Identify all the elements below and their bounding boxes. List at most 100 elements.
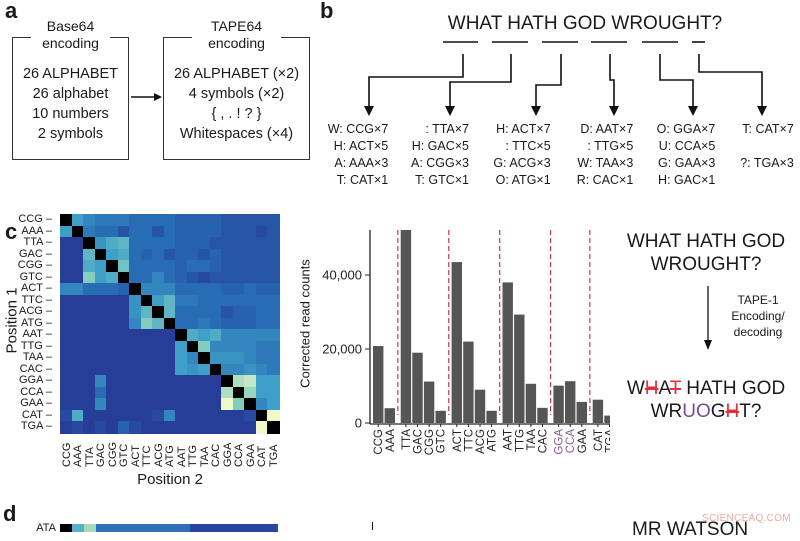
heatmap-cell [232,340,246,353]
heatmap-cell [83,409,96,423]
x-tick-label: GTC [436,429,448,453]
heatmap-cell [140,317,153,330]
decoded-text: T? [739,401,762,422]
heatmap-cell [129,340,142,353]
heatmap-cell [140,375,153,388]
heatmap-cell [198,409,211,423]
heatmap-cell [209,271,222,284]
heatmap-cell [71,386,84,400]
heatmap-cell [267,421,280,434]
heatmap-cell [209,375,222,388]
heatmap-row-label: GAA – [20,397,52,410]
heatmap-cell [60,329,73,342]
heatmap-cell [60,260,73,273]
heatmap-cell [209,409,222,423]
heatmap-cell [71,317,84,330]
heatmap-col-label: TTC [141,445,154,467]
heatmap-cell [255,340,269,353]
heatmap-cell [244,329,257,342]
heatmap-cell [186,317,199,330]
base64-line: 2 symbols [37,126,104,142]
heatmap-cell [83,317,96,330]
heatmap-cell [186,271,199,284]
heatmap-cell [221,260,234,273]
heatmap-row-label: CAC – [19,362,52,375]
heatmap-cell [94,260,107,273]
heatmap-cell [140,398,153,411]
heatmap-cell [60,271,73,284]
heatmap-cell [255,283,269,296]
heatmap-cell [221,398,234,411]
heatmap-cell [232,225,246,238]
heatmap-cell [140,294,153,307]
heatmap-cell [129,294,142,307]
panel-d-heatmap [60,524,278,532]
bar [474,389,486,423]
heatmap-cell [140,214,153,227]
base64-line: 26 ALPHABET [22,66,119,82]
x-tick-label: TGA [605,429,611,453]
heatmap-cell [106,421,119,434]
heatmap-cell [106,214,119,227]
heatmap-cell [198,340,211,353]
heatmap-cell [175,375,188,388]
heatmap-cell [60,398,73,411]
heatmap-cell [140,225,153,238]
heatmap-cell [163,225,176,238]
codon-list: W: CCG×7 H: ACT×5 A: AAA×3 T: CAT×1 [327,122,389,187]
heatmap-cell [186,409,199,423]
heatmap-cell [94,375,107,388]
heatmap-cell [255,398,269,411]
heatmap-cell [221,214,234,227]
heatmap-cell [117,283,130,296]
heatmap-cell [244,248,257,261]
sentence-title: WHAT HATH GOD WROUGHT? [447,13,723,34]
heatmap-cell [267,271,280,284]
heatmap-cell [71,225,84,238]
heatmap-cell [94,409,107,423]
heatmap-cell [221,375,234,388]
heatmap-cell [83,421,96,434]
heatmap-row-label: AAT – [22,328,52,341]
heatmap-cell [221,248,234,261]
heatmap-cell [129,306,142,319]
bar [565,381,576,423]
heatmap-cell [129,363,142,376]
heatmap-cell [175,352,188,365]
bar-chart: 0 20,000 40,000 CCG AAA TTA GAC CGG GTC ACT TTC ACG… [322,230,611,455]
heatmap-cell [152,283,165,296]
heatmap-cell [71,214,84,227]
heatmap-cell [232,386,246,400]
heatmap-cell [129,386,142,400]
heatmap-cell [60,214,73,227]
heatmap-cell [129,352,142,365]
heatmap-row-label: TTG – [20,339,52,352]
heatmap-cell [106,271,119,284]
heatmap-cell [71,283,84,296]
heatmap-cell [232,283,246,296]
heatmap-cell [267,283,280,296]
heatmap-cell [152,248,165,261]
x-tick-label: CAC [538,429,550,453]
heatmap-cell [140,409,153,423]
heatmap-cell [129,248,142,261]
x-tick-label: TTG [514,429,526,452]
heatmap-cell [232,421,246,434]
heatmap-cell [106,375,119,388]
heatmap-cell [152,363,165,376]
heatmap-cell [267,237,280,250]
heatmap-cell [255,214,269,227]
heatmap-cell [244,214,257,227]
codon-mapping-arrows [364,41,767,116]
heatmap-cell [198,317,211,330]
heatmap-cell [106,225,119,238]
heatmap-cell [244,386,257,400]
heatmap-col-label: AAT [175,446,188,467]
heatmap-col-label: CAC [210,443,223,467]
heatmap-cell [209,329,222,342]
heatmap-cell [94,421,107,434]
bar [553,385,564,423]
heatmap-row-label: TTA – [23,236,52,249]
heatmap-col-label: ACG [152,443,165,467]
heatmap-cell [198,225,211,238]
